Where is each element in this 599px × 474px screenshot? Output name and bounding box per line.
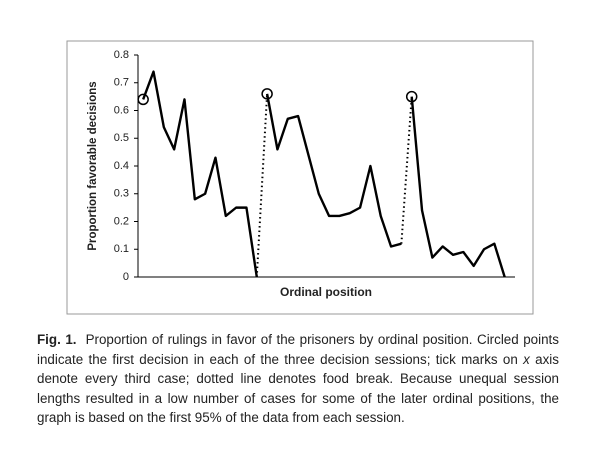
figure-frame <box>66 40 534 315</box>
caption-label: Fig. 1. <box>37 332 77 347</box>
break-connector <box>400 96 413 244</box>
caption-text: axis denote every third case; dotted lin… <box>37 351 559 426</box>
session-start-marker <box>405 90 418 103</box>
y-tick-label: 0.5 <box>114 132 129 144</box>
y-tick-label: 0.7 <box>114 77 129 89</box>
y-tick-label: 0 <box>123 271 129 283</box>
y-axis-label: Proportion favorable decisions <box>87 81 99 250</box>
session-start-marker <box>261 88 273 100</box>
caption-italic: x <box>523 351 530 367</box>
line <box>265 93 402 248</box>
y-tick-label: 0.3 <box>114 188 129 200</box>
y-tick-label: 0.8 <box>114 49 129 61</box>
x-axis-label: Ordinal position <box>280 285 372 299</box>
line <box>142 70 258 278</box>
y-tick-label: 0.2 <box>114 215 129 227</box>
caption: Fig. 1. Proportion of rulings in favor o… <box>37 330 559 428</box>
y-tick-label: 0.4 <box>114 160 129 172</box>
y-tick-label: 0.6 <box>114 104 129 116</box>
caption-text: Proportion of rulings in favor of the pr… <box>37 332 559 367</box>
break-connector <box>255 93 269 278</box>
session-start-marker <box>137 93 149 106</box>
line <box>410 96 506 278</box>
y-tick-label: 0.1 <box>114 243 129 255</box>
